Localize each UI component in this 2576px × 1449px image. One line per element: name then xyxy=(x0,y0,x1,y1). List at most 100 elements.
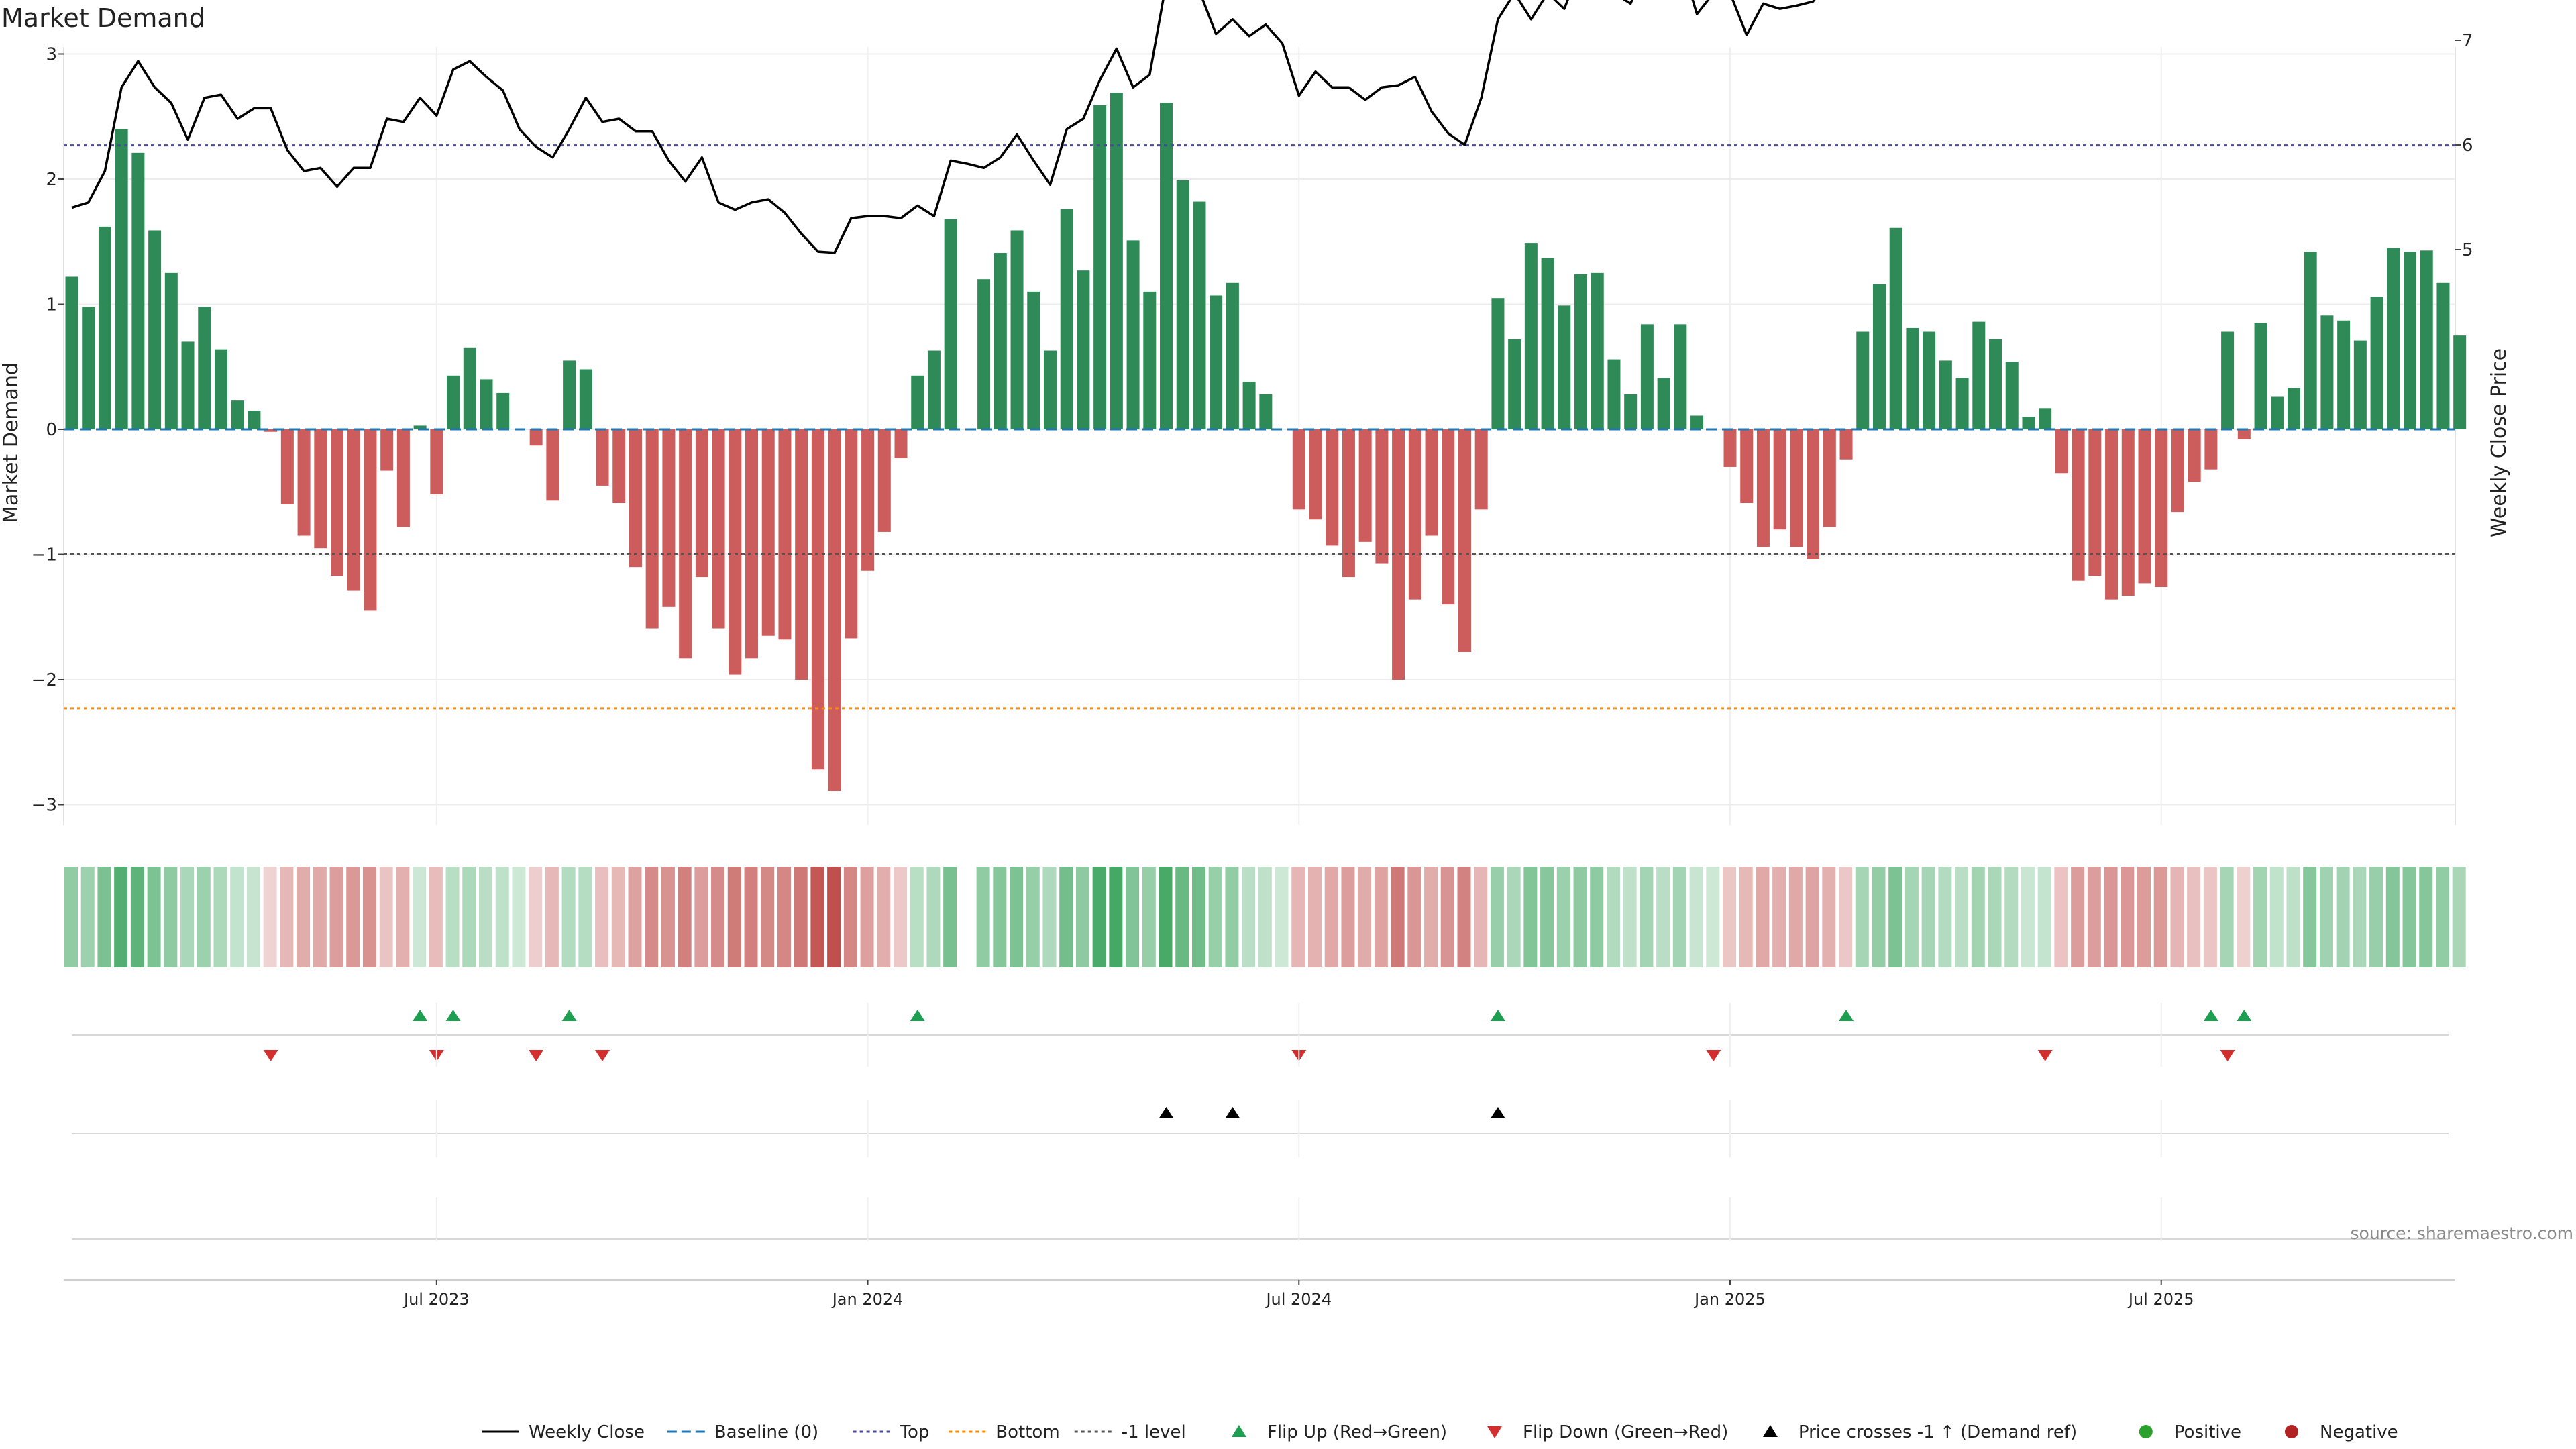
weekly-close-line xyxy=(71,0,1816,254)
heat-cell xyxy=(993,867,1007,967)
legend-label: Flip Up (Red→Green) xyxy=(1267,1422,1447,1442)
demand-bar xyxy=(1093,105,1107,429)
demand-bar xyxy=(2320,315,2334,429)
demand-bar xyxy=(2039,408,2052,429)
legend-label: Weekly Close xyxy=(529,1422,645,1442)
demand-bar xyxy=(1823,429,1836,527)
heat-cell xyxy=(1126,867,1140,967)
demand-bar xyxy=(1425,429,1438,536)
demand-bar xyxy=(1690,415,1704,429)
demand-bar xyxy=(629,429,642,568)
demand-bar xyxy=(314,429,327,549)
left-tick-label: 0 xyxy=(46,420,57,440)
demand-bar xyxy=(2420,250,2433,429)
heat-cell xyxy=(777,867,791,967)
heat-cell xyxy=(1855,867,1869,967)
demand-bar xyxy=(662,429,676,607)
demand-bar xyxy=(911,375,924,429)
heat-cell xyxy=(1988,867,2002,967)
heat-cell xyxy=(1805,867,1819,967)
flip-signals-panel xyxy=(72,1010,2449,1061)
heat-cell xyxy=(2087,867,2101,967)
demand-bar xyxy=(1624,394,1638,429)
demand-bar xyxy=(2121,429,2135,596)
heat-cell xyxy=(2187,867,2201,967)
heat-cell xyxy=(462,867,476,967)
demand-bar xyxy=(563,360,576,429)
demand-bar xyxy=(2188,429,2201,482)
heat-cell xyxy=(2336,867,2350,967)
heat-cell xyxy=(926,867,941,967)
heat-cell xyxy=(1672,867,1686,967)
heat-cell xyxy=(280,867,294,967)
heat-cell xyxy=(512,867,526,967)
legend-item: Negative xyxy=(2285,1422,2398,1442)
legend-item: Flip Down (Green→Red) xyxy=(1487,1422,1728,1442)
flip-up-marker xyxy=(561,1010,577,1021)
heat-cell xyxy=(1623,867,1637,967)
heat-cell xyxy=(1407,867,1421,967)
demand-bar xyxy=(347,429,360,591)
heat-cell xyxy=(80,867,95,967)
flip-down-marker xyxy=(529,1050,544,1061)
legend-label: Price crosses -1 ↑ (Demand ref) xyxy=(1799,1422,2077,1442)
heat-cell xyxy=(545,867,559,967)
heat-cell xyxy=(213,867,227,967)
demand-bar xyxy=(1839,429,1853,460)
demand-bar xyxy=(1607,359,1621,429)
demand-bar xyxy=(231,400,244,429)
heat-cell xyxy=(147,867,161,967)
flip-up-marker xyxy=(413,1010,428,1021)
demand-bar xyxy=(1558,305,1571,429)
heat-cell xyxy=(114,867,128,967)
heat-cell xyxy=(761,867,775,967)
legend-item: -1 level xyxy=(1074,1422,1186,1442)
heat-cell xyxy=(180,867,195,967)
legend: Weekly Close Baseline (0) Top Bottom -1 leve… xyxy=(482,1422,2398,1442)
demand-bar xyxy=(596,429,609,486)
demand-bar xyxy=(1872,284,1886,429)
demand-bar xyxy=(1176,180,1189,429)
heat-cell xyxy=(2286,867,2300,967)
demand-bar xyxy=(214,349,227,429)
demand-bar xyxy=(579,369,592,429)
heat-cell xyxy=(1788,867,1803,967)
demand-bar xyxy=(877,429,891,532)
demand-bar xyxy=(413,425,427,429)
demand-bar xyxy=(2221,331,2235,429)
demand-bar xyxy=(927,350,941,429)
demand-bar xyxy=(396,429,410,527)
legend-item: Bottom xyxy=(949,1422,1060,1442)
heat-cell xyxy=(1291,867,1305,967)
legend-label: -1 level xyxy=(1122,1422,1186,1442)
heat-cell xyxy=(230,867,244,967)
demand-bar xyxy=(761,429,775,636)
x-tick-label: Jan 2025 xyxy=(1693,1290,1766,1309)
heat-cell xyxy=(1308,867,1322,967)
demand-bar xyxy=(1242,382,1256,429)
demand-bar xyxy=(430,429,443,494)
demand-bar xyxy=(2304,252,2317,429)
demand-bar xyxy=(1358,429,1372,542)
heat-cell xyxy=(97,867,111,967)
heat-cell xyxy=(329,867,343,967)
heat-cell xyxy=(1904,867,1919,967)
demand-bar xyxy=(1193,201,1206,429)
demand-bar xyxy=(2171,429,2184,513)
right-y-axis: 111098765 xyxy=(2455,31,2473,260)
heat-cell xyxy=(943,867,957,967)
heat-cell xyxy=(1109,867,1123,967)
heat-cell xyxy=(1656,867,1670,967)
heat-cell xyxy=(1324,867,1338,967)
legend-item: Positive xyxy=(2139,1422,2241,1442)
heat-cell xyxy=(2385,867,2400,967)
demand-bar xyxy=(1740,429,1754,504)
demand-bar xyxy=(1856,331,1870,429)
demand-bar xyxy=(248,411,261,429)
demand-bar xyxy=(1756,429,1770,547)
demand-bar xyxy=(1591,272,1604,429)
legend-label: Bottom xyxy=(996,1422,1059,1442)
flip-up-marker xyxy=(1490,1010,1505,1021)
demand-bar xyxy=(1060,209,1073,429)
demand-bar xyxy=(2436,282,2450,429)
